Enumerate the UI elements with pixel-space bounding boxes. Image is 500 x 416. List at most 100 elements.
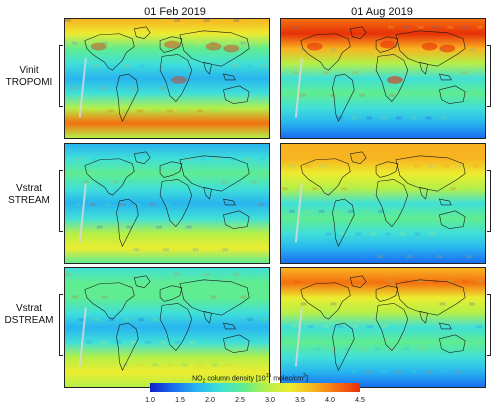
field-speckle [462, 25, 469, 29]
field-speckle [115, 86, 122, 90]
field-speckle [141, 225, 148, 229]
field-speckle [314, 93, 321, 97]
map-svg [65, 268, 269, 387]
field-speckle [244, 157, 251, 161]
field-speckle [370, 232, 377, 236]
field-speckle [477, 25, 484, 29]
field-speckle [248, 272, 255, 276]
field-speckle [107, 109, 114, 113]
field-speckle [134, 203, 141, 206]
axis-bracket [487, 45, 491, 107]
field-speckle [262, 64, 269, 68]
field-speckle [233, 272, 240, 276]
field-speckle [406, 255, 413, 259]
field-speckle [86, 41, 93, 45]
field-speckle [218, 272, 225, 276]
field-speckle [145, 340, 152, 344]
coastline [395, 155, 466, 192]
field-speckle [181, 109, 188, 113]
field-speckle [203, 272, 210, 276]
field-speckle [473, 164, 480, 168]
emission-hotspot [380, 40, 396, 49]
colorbar-tick: 1.0 [145, 397, 155, 404]
field-speckle [156, 225, 163, 229]
field-speckle [111, 225, 118, 229]
field-speckle [196, 363, 203, 367]
field-speckle [399, 232, 406, 236]
field-speckle [203, 19, 210, 22]
field-speckle [195, 41, 202, 45]
row-label-line1: Vstrat [15, 303, 43, 314]
field-speckle [126, 225, 133, 229]
field-speckle [341, 187, 348, 191]
field-speckle [359, 93, 366, 97]
field-speckle [410, 116, 417, 120]
colorbar-label-prefix: NO [192, 375, 203, 383]
field-speckle [160, 86, 167, 90]
field-speckle [337, 325, 344, 328]
coastline [439, 198, 452, 206]
row-label-dstream: Vstrat DSTREAM [0, 303, 58, 327]
field-speckle [388, 347, 395, 351]
field-speckle [425, 370, 432, 374]
field-speckle [367, 71, 374, 75]
coastline [116, 198, 139, 248]
field-speckle [418, 347, 425, 351]
field-speckle [130, 340, 137, 344]
field-speckle [443, 164, 450, 168]
field-speckle [377, 255, 383, 259]
coastline [375, 285, 399, 302]
no2-field [65, 19, 269, 138]
coastline [159, 179, 193, 228]
field-speckle [177, 248, 184, 252]
field-speckle [345, 302, 352, 306]
field-speckle [381, 370, 387, 374]
field-speckle [184, 157, 191, 161]
field-speckle [450, 187, 457, 191]
field-speckle [417, 279, 424, 283]
field-speckle [362, 255, 369, 259]
field-speckle [440, 370, 447, 374]
field-speckle [85, 340, 92, 344]
field-speckle [159, 19, 166, 22]
field-speckle [425, 116, 432, 120]
field-speckle [307, 325, 314, 328]
field-speckle [86, 295, 93, 299]
emission-hotspot [90, 42, 107, 51]
field-speckle [236, 180, 243, 184]
coastline [203, 310, 212, 324]
emission-hotspot [205, 42, 222, 51]
field-speckle [455, 370, 462, 374]
field-speckle [130, 86, 137, 90]
colorbar-label-end: molec/cm [271, 375, 304, 383]
coastline [133, 275, 151, 288]
column-title-feb: 01 Feb 2019 [144, 6, 206, 18]
field-speckle [211, 109, 218, 113]
field-speckle [417, 25, 424, 29]
coastline [395, 30, 466, 67]
field-speckle [70, 86, 77, 90]
field-speckle [196, 109, 203, 113]
field-speckle [104, 203, 111, 206]
emission-hotspot [170, 76, 187, 84]
swath-artifact [78, 307, 87, 367]
field-speckle [123, 318, 130, 322]
field-speckle [395, 370, 402, 374]
field-speckle [402, 25, 409, 29]
coastline [439, 334, 466, 353]
coastline [84, 33, 135, 71]
field-speckle [340, 232, 347, 236]
field-speckle [170, 225, 177, 229]
coastline [375, 179, 409, 228]
map-svg [65, 19, 269, 138]
field-speckle [258, 203, 265, 206]
field-speckle [336, 116, 343, 120]
field-speckle [366, 370, 373, 374]
field-speckle [232, 64, 239, 68]
coastline [439, 322, 452, 330]
field-speckle [78, 318, 85, 322]
axis-bracket [487, 294, 491, 356]
field-speckle [247, 64, 254, 68]
emission-hotspot [164, 40, 180, 49]
coastline [439, 210, 466, 229]
